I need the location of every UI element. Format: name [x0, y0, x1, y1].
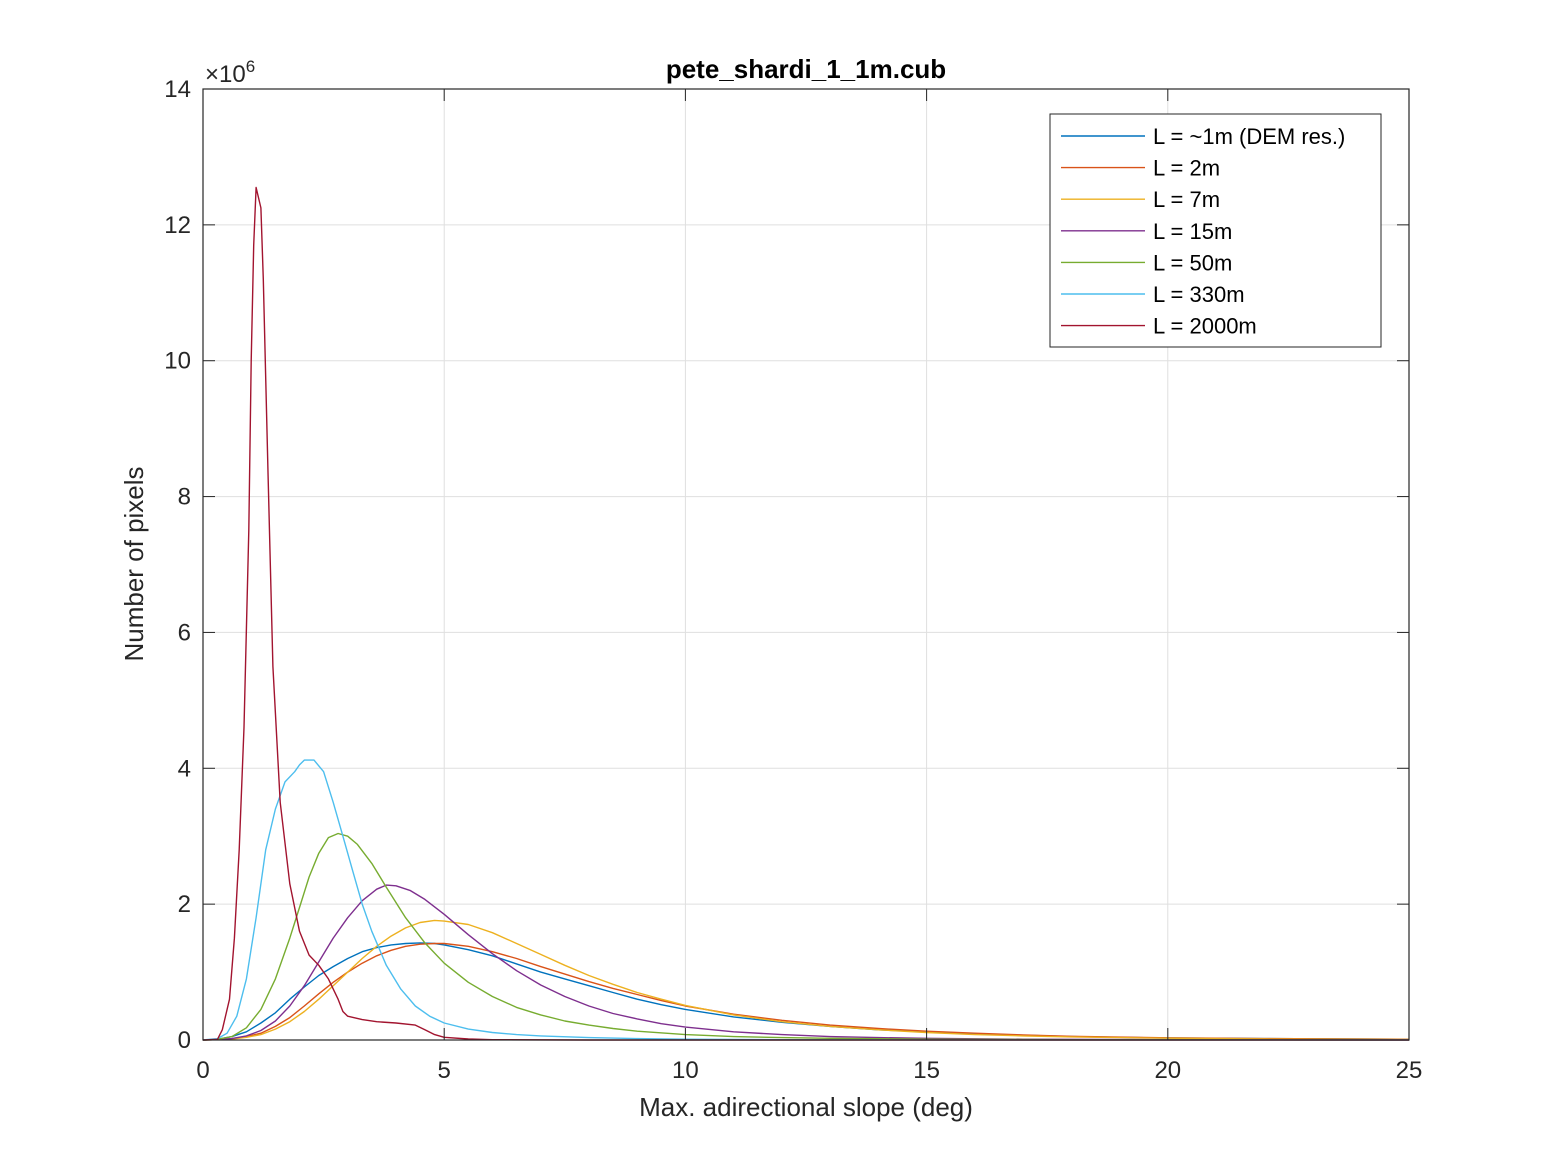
- y-tick-label: 10: [164, 348, 191, 375]
- y-multiplier-base: ×10: [205, 61, 246, 88]
- y-tick-label: 12: [164, 212, 191, 239]
- series-line-6: [202, 759, 1410, 1041]
- series-layer: [202, 186, 1410, 1041]
- legend-label: L = 50m: [1153, 250, 1232, 275]
- x-tick-label: 15: [913, 1057, 940, 1084]
- legend-label: L = 2000m: [1153, 314, 1257, 339]
- series-line-4: [202, 884, 1410, 1041]
- y-tick-label: 2: [178, 891, 191, 918]
- series-line-3: [202, 919, 1410, 1041]
- series-line-5: [202, 832, 1410, 1041]
- x-tick-label: 20: [1154, 1057, 1181, 1084]
- chart-title: pete_shardi_1_1m.cub: [666, 54, 946, 84]
- x-tick-label: 25: [1396, 1057, 1423, 1084]
- legend-items: L = ~1m (DEM res.) L = 2m L = 7m L = 15m L =…: [1061, 124, 1345, 339]
- x-axis-label: Max. adirectional slope (deg): [639, 1092, 973, 1122]
- x-tick-label: 10: [672, 1057, 699, 1084]
- legend-label: L = ~1m (DEM res.): [1153, 124, 1345, 149]
- y-multiplier: ×106: [205, 57, 255, 88]
- y-tick-label: 4: [178, 755, 191, 782]
- y-tick-labels: 0 2 4 6 8 10 12 14: [164, 76, 191, 1054]
- series-line-2: [202, 942, 1410, 1041]
- legend-label: L = 15m: [1153, 219, 1232, 244]
- legend-label: L = 2m: [1153, 156, 1220, 181]
- legend-label: L = 7m: [1153, 187, 1220, 212]
- y-multiplier-exponent: 6: [246, 57, 255, 76]
- ticks: [202, 88, 1410, 1041]
- y-axis-label: Number of pixels: [119, 466, 149, 661]
- y-tick-label: 6: [178, 619, 191, 646]
- y-tick-label: 14: [164, 76, 191, 103]
- series-line-7: [202, 186, 1409, 1041]
- legend-label: L = 330m: [1153, 282, 1245, 307]
- x-tick-label: 0: [196, 1057, 209, 1084]
- grid: [203, 89, 1409, 1040]
- axes-box: [202, 88, 1410, 1041]
- y-tick-label: 8: [178, 484, 191, 511]
- x-tick-labels: 0 5 10 15 20 25: [196, 1057, 1422, 1084]
- x-tick-label: 5: [438, 1057, 451, 1084]
- y-tick-label: 0: [178, 1027, 191, 1054]
- legend: L = ~1m (DEM res.) L = 2m L = 7m L = 15m L =…: [1049, 113, 1382, 348]
